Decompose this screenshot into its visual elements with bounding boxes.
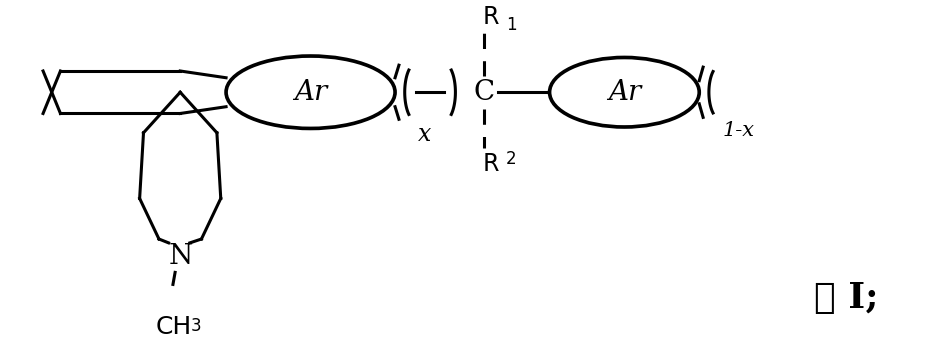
Text: CH: CH — [156, 315, 192, 339]
Text: 式 I;: 式 I; — [814, 281, 879, 315]
Text: x: x — [418, 123, 432, 146]
Text: R: R — [483, 152, 499, 176]
Ellipse shape — [549, 57, 700, 127]
Text: 2: 2 — [505, 150, 517, 168]
Text: Ar: Ar — [294, 79, 327, 106]
Text: R: R — [483, 4, 499, 29]
Text: C: C — [474, 79, 495, 106]
Text: N: N — [169, 243, 193, 270]
Ellipse shape — [226, 56, 395, 128]
Text: 3: 3 — [191, 317, 202, 335]
Text: 1-x: 1-x — [722, 121, 755, 140]
Text: 1: 1 — [505, 16, 517, 34]
Text: Ar: Ar — [608, 79, 641, 106]
